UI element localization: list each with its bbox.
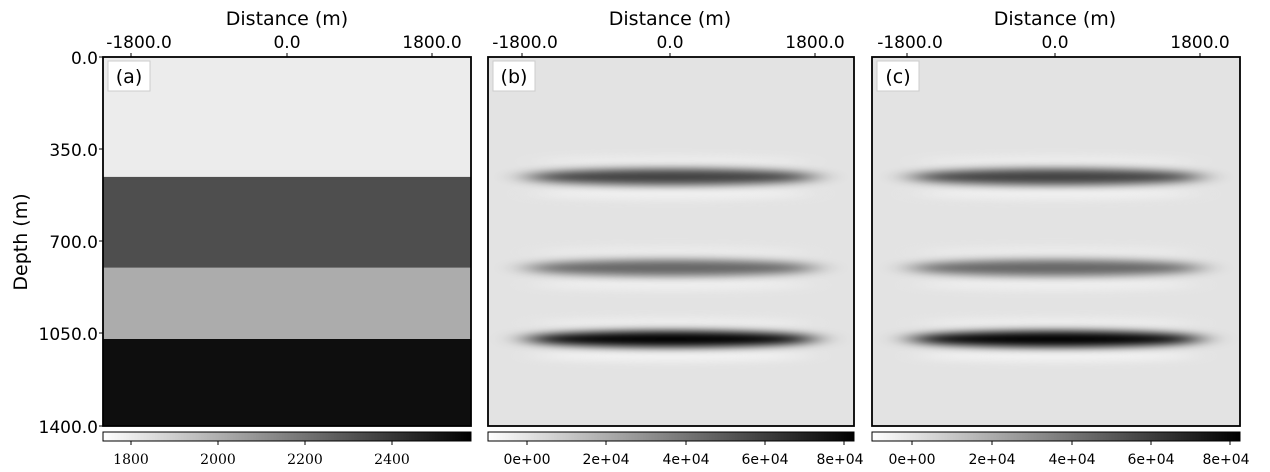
reflector-2 bbox=[525, 260, 818, 276]
panel-a-ytick-5: 1400.0 bbox=[39, 418, 98, 438]
panel-b-xtick-1: -1800.0 bbox=[492, 33, 558, 53]
panel-c-cb-tick-3: 4e+04 bbox=[1048, 452, 1095, 468]
panel-a-plot bbox=[103, 57, 471, 426]
layer-1 bbox=[103, 57, 471, 177]
panel-a-colorbar: 1800 2000 2200 2400 bbox=[103, 432, 471, 468]
panel-a-ytick-2: 350.0 bbox=[49, 141, 98, 161]
panel-a-ylabel: Depth (m) bbox=[10, 193, 32, 290]
reflector-3-sidelobe-1 bbox=[532, 317, 810, 329]
panel-b-label-box: (b) bbox=[493, 61, 535, 91]
panel-a-xlabel: Distance (m) bbox=[226, 8, 348, 30]
panel-b-cb-tick-3: 4e+04 bbox=[662, 452, 709, 468]
panel-a-yticks: 0.0 350.0 700.0 1050.0 1400.0 bbox=[39, 49, 103, 438]
panel-a-cb-tick-4: 2400 bbox=[374, 452, 410, 468]
panel-c-xtick-3: 1800.0 bbox=[1170, 33, 1229, 53]
reflector-3-sidelobe-1 bbox=[916, 317, 1196, 329]
layer-3 bbox=[103, 268, 471, 339]
panel-c-xticks: -1800.0 0.0 1800.0 bbox=[877, 33, 1230, 57]
panel-b-cb-tick-1: 0e+00 bbox=[503, 452, 550, 468]
reflector-1-sidelobe-2 bbox=[916, 188, 1196, 200]
reflector-1 bbox=[525, 169, 818, 185]
reflector-2-sidelobe-1 bbox=[916, 246, 1196, 258]
panel-c-cb-tick-2: 2e+04 bbox=[968, 452, 1015, 468]
panel-c-xtick-1: -1800.0 bbox=[877, 33, 943, 53]
reflector-3 bbox=[525, 331, 818, 347]
reflector-1-sidelobe-1 bbox=[532, 155, 810, 167]
panel-c-plot bbox=[872, 57, 1240, 426]
reflector-1 bbox=[909, 169, 1203, 185]
reflector-2-sidelobe-1 bbox=[532, 246, 810, 258]
reflector-2-sidelobe-2 bbox=[532, 279, 810, 291]
panel-a-ytick-1: 0.0 bbox=[71, 49, 98, 69]
reflector-3-sidelobe-2 bbox=[532, 350, 810, 362]
panel-a-cb-tick-2: 2000 bbox=[200, 452, 236, 468]
panel-b-cb-tick-2: 2e+04 bbox=[582, 452, 629, 468]
panel-a-ytick-4: 1050.0 bbox=[39, 325, 98, 345]
panel-b-colorbar: 0e+00 2e+04 4e+04 6e+04 8e+04 bbox=[488, 432, 864, 468]
panel-a-label-box: (a) bbox=[108, 61, 150, 91]
panel-a-xtick-2: 0.0 bbox=[273, 33, 300, 53]
panel-b-xlabel: Distance (m) bbox=[609, 8, 731, 30]
reflector-3 bbox=[909, 331, 1203, 347]
panel-b-label: (b) bbox=[501, 66, 528, 88]
panel-c-xlabel: Distance (m) bbox=[994, 8, 1116, 30]
panel-c-cb-tick-1: 0e+00 bbox=[888, 452, 935, 468]
panel-a-xtick-3: 1800.0 bbox=[402, 33, 461, 53]
panel-a: Distance (m) Depth (m) (a) -1800.0 0.0 1… bbox=[10, 8, 471, 468]
panel-c-label: (c) bbox=[885, 66, 910, 88]
reflector-3-sidelobe-2 bbox=[916, 350, 1196, 362]
panel-b-cb-tick-5: 8e+04 bbox=[816, 452, 863, 468]
panel-a-cb-tick-3: 2200 bbox=[287, 452, 323, 468]
panel-a-label: (a) bbox=[116, 66, 142, 88]
panel-c-cb-tick-4: 6e+04 bbox=[1127, 452, 1174, 468]
panel-c-xtick-2: 0.0 bbox=[1041, 33, 1068, 53]
panel-c: Distance (m) (c) -1800.0 0.0 1800.0 0e+0… bbox=[872, 8, 1250, 468]
panel-c-colorbar: 0e+00 2e+04 4e+04 6e+04 8e+04 bbox=[872, 432, 1250, 468]
reflector-1-sidelobe-2 bbox=[532, 188, 810, 200]
panel-b-xtick-2: 0.0 bbox=[656, 33, 683, 53]
layer-2 bbox=[103, 177, 471, 268]
panel-b-cb-tick-4: 6e+04 bbox=[741, 452, 788, 468]
reflector-2-sidelobe-2 bbox=[916, 279, 1196, 291]
panel-b-plot bbox=[488, 57, 854, 426]
reflector-1-sidelobe-1 bbox=[916, 155, 1196, 167]
layer-4 bbox=[103, 339, 471, 426]
panel-b-xticks: -1800.0 0.0 1800.0 bbox=[492, 33, 845, 57]
reflector-2 bbox=[909, 260, 1203, 276]
panel-a-xtick-1: -1800.0 bbox=[106, 33, 172, 53]
panel-a-xticks: -1800.0 0.0 1800.0 bbox=[106, 33, 462, 57]
panel-a-cb-tick-1: 1800 bbox=[113, 452, 149, 468]
panel-b-xtick-3: 1800.0 bbox=[785, 33, 844, 53]
panel-a-ytick-3: 700.0 bbox=[49, 233, 98, 253]
panel-b: Distance (m) (b) -1800.0 0.0 1800.0 0e+0… bbox=[488, 8, 864, 468]
panel-c-label-box: (c) bbox=[877, 61, 919, 91]
panel-c-cb-tick-5: 8e+04 bbox=[1202, 452, 1249, 468]
